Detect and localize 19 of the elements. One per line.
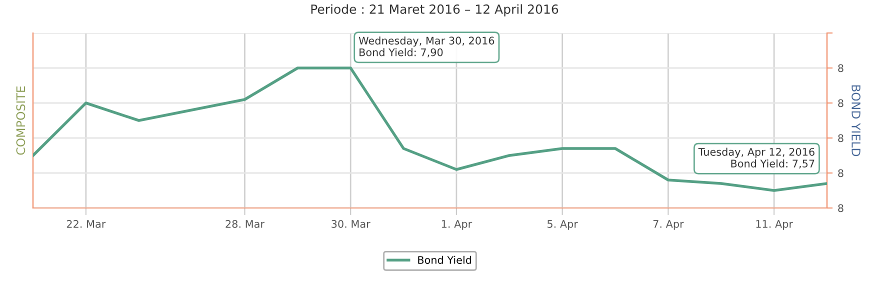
y2-tick-label: 8 — [838, 64, 844, 72]
y2-tick-label: 8 — [838, 204, 844, 212]
x-tick-label: 28. Mar — [226, 220, 264, 228]
annotation: Wednesday, Mar 30, 2016 Bond Yield: 7,90 — [358, 36, 494, 58]
y2-axis-title: BOND YIELD — [852, 85, 860, 156]
x-tick-label: 22. Mar — [66, 220, 106, 228]
annotation: Tuesday, Apr 12, 2016 Bond Yield: 7,57 — [698, 148, 814, 169]
chart-title: Periode : 21 Maret 2016 – 12 April 2016 — [311, 4, 558, 16]
y2-tick-label: 8 — [838, 99, 844, 108]
x-tick-label: 5. Apr — [548, 220, 578, 230]
line-series — [33, 66, 827, 192]
x-tick-label: 30. Mar — [332, 220, 370, 228]
x-tick-label: 1. Apr — [442, 220, 472, 230]
x-tick-label: 7. Apr — [653, 220, 684, 230]
y2-tick-label: 8 — [838, 134, 844, 142]
legend-label: Bond Yield — [418, 256, 472, 264]
y2-tick-label: 8 — [838, 169, 844, 178]
x-tick-label: 11. Apr — [756, 220, 794, 230]
y-axis-title: COMPOSITE — [16, 86, 26, 155]
